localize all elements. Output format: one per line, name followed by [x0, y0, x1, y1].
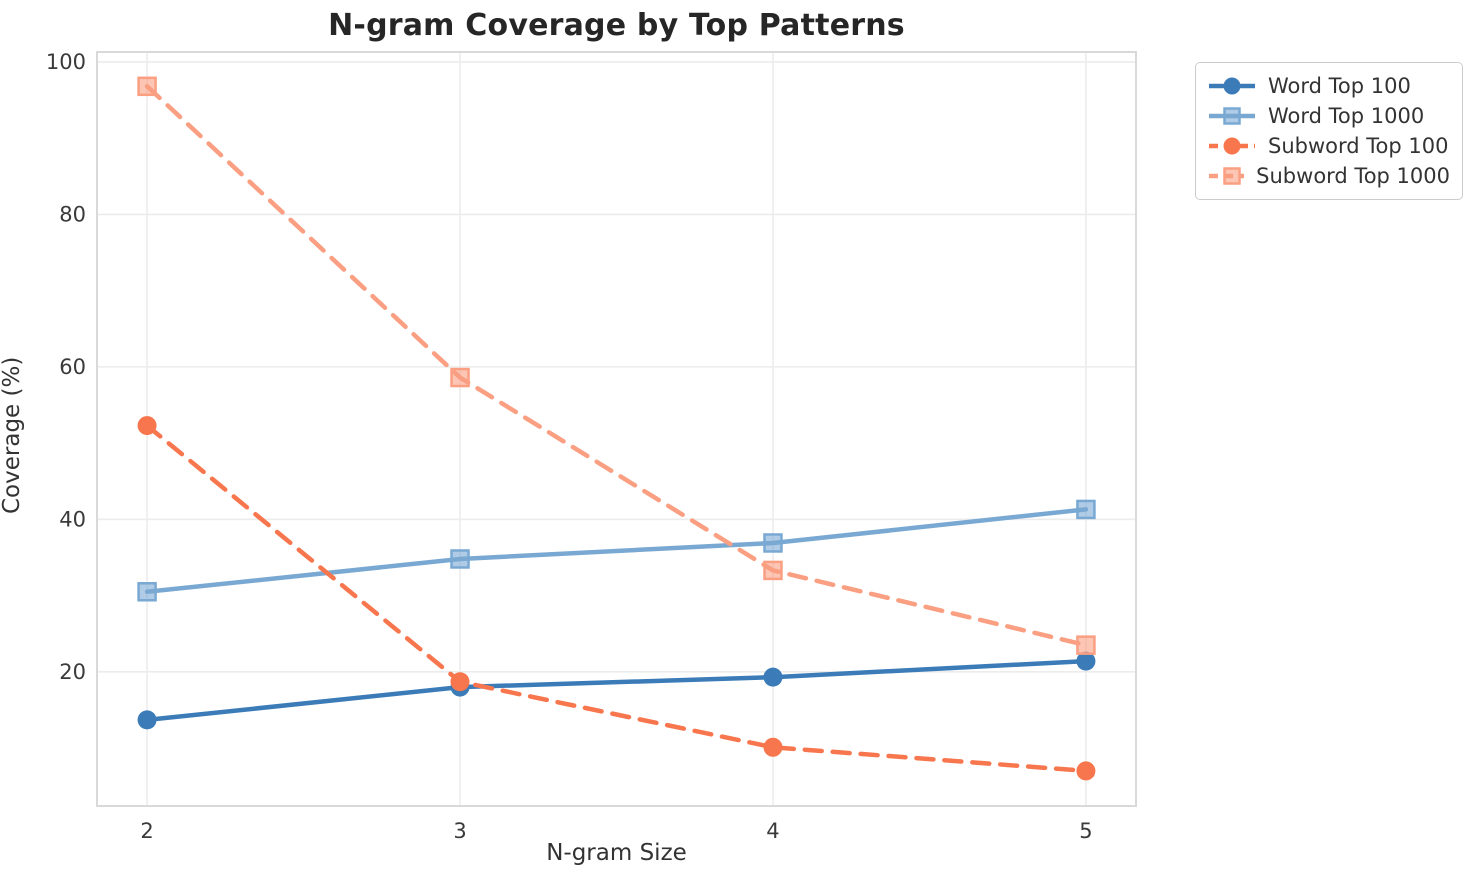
- data-point-marker-subword-top-1000: [763, 560, 783, 581]
- series-line-subword-top-100: [144, 423, 1089, 774]
- data-point-marker-subword-top-100: [137, 416, 157, 436]
- x-tick-label: 5: [1079, 819, 1092, 843]
- series-line-word-top-1000: [144, 507, 1089, 595]
- x-tick-label: 2: [140, 819, 153, 843]
- data-point-marker-word-top-100: [763, 667, 783, 687]
- legend-sample-circle-icon: [1209, 77, 1255, 95]
- legend-label: Subword Top 100: [1268, 134, 1449, 158]
- data-point-marker-subword-top-100: [1076, 761, 1096, 781]
- data-point-marker-word-top-1000: [763, 533, 783, 553]
- data-point-marker-subword-top-1000: [450, 367, 470, 388]
- x-tick-label: 4: [766, 819, 779, 843]
- series-line-subword-top-1000: [144, 84, 1089, 648]
- data-point-marker-subword-top-100: [450, 672, 470, 692]
- legend-label: Word Top 100: [1268, 74, 1411, 98]
- legend-item-word-top-100: Word Top 100: [1208, 73, 1450, 99]
- legend: Word Top 100 Word Top 1000 Subword Top 100…: [1195, 62, 1463, 200]
- legend-label: Word Top 1000: [1268, 104, 1425, 128]
- data-point-marker-subword-top-1000: [137, 76, 157, 97]
- data-point-marker-subword-top-1000: [1076, 635, 1096, 655]
- legend-sample-square-icon: [1209, 167, 1245, 185]
- chart-title: N-gram Coverage by Top Patterns: [328, 8, 905, 43]
- plot-border: [96, 51, 1137, 807]
- data-point-marker-word-top-100: [1076, 651, 1096, 671]
- data-point-marker-word-top-1000: [137, 582, 157, 602]
- y-tick-label: 60: [59, 355, 86, 379]
- y-tick-label: 80: [59, 202, 86, 226]
- y-tick-label: 20: [59, 660, 86, 684]
- y-tick-label: 40: [59, 507, 86, 531]
- y-tick-label: 100: [46, 50, 86, 74]
- legend-sample-circle-icon: [1209, 137, 1255, 155]
- data-point-marker-word-top-1000: [1076, 499, 1096, 520]
- data-point-marker-word-top-100: [137, 710, 157, 730]
- data-point-marker-word-top-1000: [450, 549, 470, 569]
- x-axis-label: N-gram Size: [546, 840, 687, 866]
- data-point-marker-subword-top-100: [763, 737, 783, 757]
- legend-item-word-top-1000: Word Top 1000: [1208, 103, 1450, 129]
- x-tick-label: 3: [453, 819, 466, 843]
- legend-label: Subword Top 1000: [1256, 164, 1450, 188]
- legend-sample-square-icon: [1209, 107, 1255, 125]
- plot-background: [97, 52, 1136, 806]
- legend-item-subword-top-100: Subword Top 100: [1208, 133, 1450, 159]
- legend-item-subword-top-1000: Subword Top 1000: [1208, 163, 1450, 189]
- y-axis-label-text: Coverage (%): [0, 356, 25, 514]
- series-line-word-top-100: [144, 658, 1089, 723]
